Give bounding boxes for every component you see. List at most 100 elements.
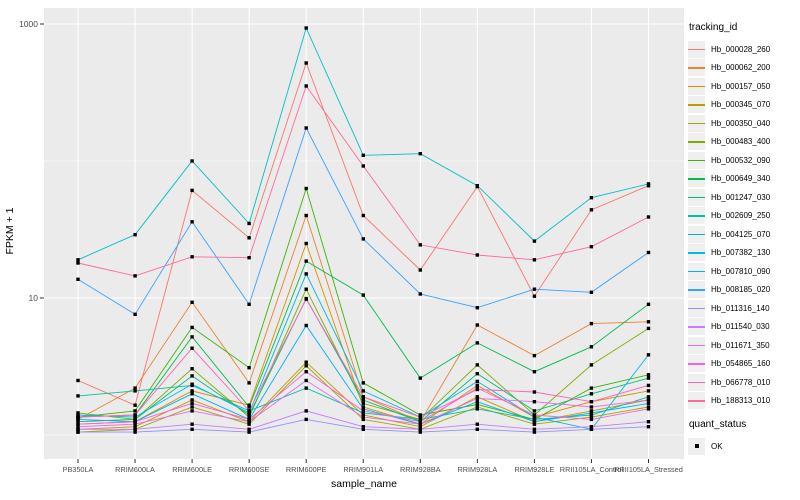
data-point-Hb_000649_340 xyxy=(418,376,422,380)
data-point-Hb_011316_140 xyxy=(304,417,308,422)
data-point-Hb_000350_040 xyxy=(247,422,251,426)
data-point-Hb_011671_350 xyxy=(589,405,594,409)
data-point-Hb_011540_030 xyxy=(190,422,194,426)
data-point-Hb_000483_400 xyxy=(76,411,80,415)
data-point-Hb_000649_340 xyxy=(361,293,365,297)
data-point-Hb_004125_070 xyxy=(475,184,479,188)
legend-line-icon xyxy=(688,122,705,125)
data-point-Hb_011540_030 xyxy=(133,427,137,431)
data-point-Hb_000345_070 xyxy=(418,425,422,429)
x-tick-label: RRIM928BA xyxy=(400,465,441,474)
legend-entry-label: Hb_011540_030 xyxy=(711,322,770,332)
data-point-Hb_004125_070 xyxy=(76,258,80,262)
data-point-Hb_000350_040 xyxy=(532,422,537,426)
data-point-Hb_054865_160 xyxy=(133,420,137,424)
data-point-Hb_000028_260 xyxy=(190,188,194,193)
legend-entry-Hb_000649_340: Hb_000649_340 xyxy=(688,170,800,189)
data-point-Hb_000157_050 xyxy=(646,389,651,393)
legend-key-swatch xyxy=(688,262,705,280)
legend-line-icon xyxy=(688,252,705,254)
legend-title-tracking-id: tracking_id xyxy=(689,22,738,33)
data-point-Hb_066778_010 xyxy=(418,415,422,419)
data-point-Hb_000028_260 xyxy=(76,378,80,383)
legend-key-swatch xyxy=(688,336,705,354)
y-axis-title: FPKM + 1 xyxy=(4,207,16,255)
data-point-Hb_011316_140 xyxy=(133,430,137,434)
legend-entry-Hb_008185_020: Hb_008185_020 xyxy=(688,281,800,300)
data-point-Hb_188313_010 xyxy=(646,215,651,219)
legend-entry-label: Hb_000350_040 xyxy=(711,118,771,128)
data-point-Hb_000483_400 xyxy=(589,363,594,367)
legend-key-swatch xyxy=(688,170,705,188)
legend-title-quant-status: quant_status xyxy=(689,419,747,430)
legend-key-swatch xyxy=(688,114,705,132)
data-point-Hb_066778_010 xyxy=(304,297,308,301)
data-point-Hb_000483_400 xyxy=(646,326,651,331)
data-point-Hb_011316_140 xyxy=(532,430,537,434)
data-point-Hb_007382_130 xyxy=(304,272,308,276)
x-tick-label: RRIM600LE xyxy=(172,465,212,474)
x-tick-label: RRIM600SE xyxy=(229,465,270,474)
data-point-Hb_007382_130 xyxy=(475,379,479,384)
legend: tracking_id Hb_000028_260 Hb_000062_200 Hb… xyxy=(688,22,800,456)
data-point-Hb_000157_050 xyxy=(361,405,365,409)
data-point-Hb_007810_090 xyxy=(646,401,651,406)
data-point-Hb_188313_010 xyxy=(190,255,194,259)
data-point-Hb_000649_340 xyxy=(304,259,308,263)
black-square-marker-icon xyxy=(694,444,699,449)
data-point-Hb_001247_030 xyxy=(589,392,594,396)
data-point-Hb_007382_130 xyxy=(361,389,365,393)
data-point-Hb_007810_090 xyxy=(76,417,80,422)
legend-line-icon xyxy=(688,233,705,236)
data-point-Hb_002609_250 xyxy=(304,386,308,390)
data-point-Hb_011316_140 xyxy=(190,427,194,431)
data-point-Hb_000062_200 xyxy=(646,320,651,324)
data-point-Hb_000350_040 xyxy=(304,364,308,368)
legend-line-icon xyxy=(688,196,705,199)
legend-entry-label: OK xyxy=(711,441,723,451)
data-point-Hb_008185_020 xyxy=(532,287,537,291)
data-point-Hb_000062_200 xyxy=(532,353,537,358)
data-point-Hb_000532_090 xyxy=(589,386,594,390)
data-point-Hb_001247_030 xyxy=(361,398,365,402)
data-point-Hb_007810_090 xyxy=(361,407,365,411)
data-point-Hb_011316_140 xyxy=(475,427,479,431)
data-point-Hb_008185_020 xyxy=(247,302,251,306)
data-point-Hb_007810_090 xyxy=(532,420,537,424)
data-point-Hb_007382_130 xyxy=(646,353,651,357)
data-point-Hb_011671_350 xyxy=(247,420,251,424)
data-point-Hb_002609_250 xyxy=(418,417,422,422)
data-point-Hb_000649_340 xyxy=(247,405,251,409)
legend-entry-Hb_000062_200: Hb_000062_200 xyxy=(688,59,800,78)
x-axis-title: sample_name xyxy=(331,478,397,490)
legend-line-icon xyxy=(688,85,705,88)
legend-line-icon xyxy=(688,67,705,69)
data-point-Hb_007810_090 xyxy=(304,323,308,328)
data-point-Hb_000532_090 xyxy=(304,186,308,191)
data-point-Hb_066778_010 xyxy=(589,400,594,404)
data-point-Hb_000532_090 xyxy=(247,366,251,370)
legend-key-swatch xyxy=(688,207,705,225)
legend-line-icon xyxy=(688,344,705,347)
data-point-Hb_000345_070 xyxy=(133,425,137,429)
legend-entry-label: Hb_000345_070 xyxy=(711,100,771,110)
legend-entry-Hb_001247_030: Hb_001247_030 xyxy=(688,188,800,207)
data-point-Hb_004125_070 xyxy=(190,159,194,163)
data-point-Hb_000157_050 xyxy=(304,241,308,246)
data-point-Hb_004125_070 xyxy=(133,233,137,237)
data-point-Hb_054865_160 xyxy=(76,422,80,426)
data-point-Hb_000649_340 xyxy=(190,335,194,339)
data-point-Hb_000483_400 xyxy=(361,401,365,406)
data-point-Hb_054865_160 xyxy=(361,409,365,413)
data-point-Hb_011540_030 xyxy=(76,427,80,431)
data-point-Hb_011540_030 xyxy=(475,422,479,426)
data-point-Hb_000028_260 xyxy=(646,184,651,188)
data-point-Hb_011540_030 xyxy=(247,427,251,431)
data-point-Hb_007382_130 xyxy=(532,415,537,419)
data-point-Hb_054865_160 xyxy=(589,417,594,422)
legend-key-swatch xyxy=(688,77,705,95)
data-point-Hb_000350_040 xyxy=(646,405,651,409)
data-point-Hb_011671_350 xyxy=(532,400,537,404)
legend-entry-Hb_000345_070: Hb_000345_070 xyxy=(688,96,800,115)
data-point-Hb_000062_200 xyxy=(475,323,479,327)
